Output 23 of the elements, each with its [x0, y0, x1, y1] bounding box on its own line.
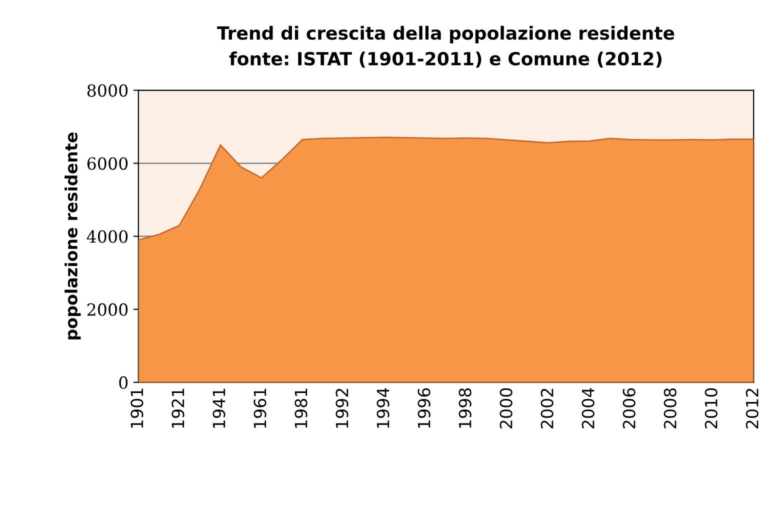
- y-tick-label: 6000: [87, 157, 128, 170]
- y-axis-title: popolazione residente: [64, 132, 81, 340]
- x-tick-label: 2000: [500, 388, 512, 428]
- x-tick-label: 2004: [582, 388, 594, 428]
- y-tick-label: 4000: [86, 230, 128, 243]
- x-tick-label: 1994: [376, 388, 390, 428]
- x-tick-label: 1998: [458, 388, 472, 428]
- x-tick-label: 2002: [540, 388, 554, 428]
- x-tick-label: 1981: [294, 388, 308, 428]
- y-tick-label: 0: [119, 376, 128, 389]
- x-tick-label: 1901: [130, 388, 144, 428]
- x-tick-label: 1961: [254, 388, 266, 428]
- y-tick-label: 8000: [87, 84, 128, 97]
- x-tick-label: 2006: [622, 388, 636, 428]
- chart-title: Trend di crescita della popolazione residente fonte: ISTAT (1901-2011) e Comune (2012): [217, 26, 674, 68]
- x-tick-label: 1996: [418, 388, 430, 428]
- x-tick-label: 2008: [664, 388, 676, 428]
- x-tick-label: 2010: [704, 388, 718, 428]
- x-tick-label: 2012: [746, 388, 758, 428]
- x-tick-label: 1941: [212, 388, 226, 428]
- x-tick-label: 1921: [172, 388, 184, 428]
- y-tick-label: 2000: [87, 303, 128, 316]
- x-tick-label: 1992: [336, 388, 348, 428]
